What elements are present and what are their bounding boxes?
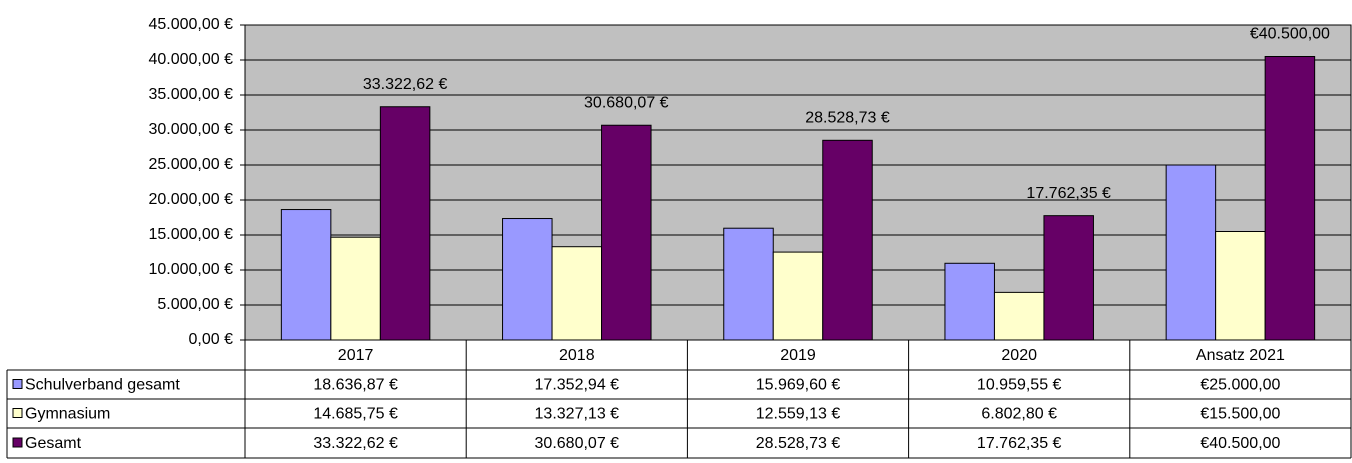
y-tick-label: 10.000,00 € — [148, 261, 233, 278]
table-cell: 33.322,62 € — [313, 435, 398, 452]
y-tick-label: 5.000,00 € — [157, 296, 233, 313]
bar — [551, 246, 603, 341]
legend-key — [12, 408, 23, 418]
bar — [1264, 56, 1316, 341]
table-cell: 30.680,07 € — [535, 435, 620, 452]
table-cell: 17.762,35 € — [977, 435, 1062, 452]
y-tick-label: 0,00 € — [189, 331, 234, 348]
bar — [1043, 215, 1094, 341]
data-label: €40.500,00 — [1250, 26, 1330, 43]
bar — [502, 218, 553, 341]
y-tick-label: 35.000,00 € — [148, 86, 233, 103]
table-cell: 12.559,13 € — [756, 406, 841, 423]
table-cell: 6.802,80 € — [981, 406, 1057, 423]
x-tick-label: 2018 — [559, 347, 595, 364]
data-label: 28.528,73 € — [805, 110, 890, 127]
bar — [723, 227, 774, 341]
legend-label: Gesamt — [25, 435, 82, 452]
legend-label: Schulverband gesamt — [25, 377, 180, 394]
data-label: 17.762,35 € — [1026, 185, 1111, 202]
bar — [1215, 231, 1266, 341]
data-label: 30.680,07 € — [584, 94, 669, 111]
table-cell: 28.528,73 € — [756, 435, 841, 452]
bar — [379, 106, 431, 341]
x-tick-label: 2017 — [338, 347, 374, 364]
y-tick-label: 40.000,00 € — [148, 51, 233, 68]
y-tick-label: 15.000,00 € — [148, 226, 233, 243]
legend-key — [12, 437, 23, 448]
y-tick-label: 45.000,00 € — [148, 16, 233, 33]
table-cell: 10.959,55 € — [977, 377, 1062, 394]
table-cell: 13.327,13 € — [535, 406, 620, 423]
bar — [601, 124, 652, 341]
y-tick-label: 25.000,00 € — [148, 156, 233, 173]
bar — [330, 236, 381, 341]
data-label: 33.322,62 € — [363, 76, 448, 93]
x-tick-label: Ansatz 2021 — [1196, 347, 1285, 364]
table-cell: €25.000,00 — [1200, 377, 1280, 394]
table-cell: 14.685,75 € — [313, 406, 398, 423]
y-tick-label: 20.000,00 € — [148, 191, 233, 208]
bar — [772, 251, 824, 341]
table-cell: 18.636,87 € — [313, 377, 398, 394]
table-cell: 17.352,94 € — [535, 377, 620, 394]
legend-key — [12, 379, 23, 389]
bar — [280, 209, 332, 341]
legend-label: Gymnasium — [25, 406, 110, 423]
x-tick-label: 2020 — [1001, 347, 1037, 364]
bar — [944, 262, 995, 341]
table-cell: €15.500,00 — [1200, 406, 1280, 423]
table-cell: €40.500,00 — [1200, 435, 1280, 452]
bar — [993, 291, 1045, 341]
bar — [1165, 164, 1217, 341]
bar — [822, 139, 873, 341]
table-cell: 15.969,60 € — [756, 377, 841, 394]
y-tick-label: 30.000,00 € — [148, 121, 233, 138]
x-tick-label: 2019 — [780, 347, 816, 364]
